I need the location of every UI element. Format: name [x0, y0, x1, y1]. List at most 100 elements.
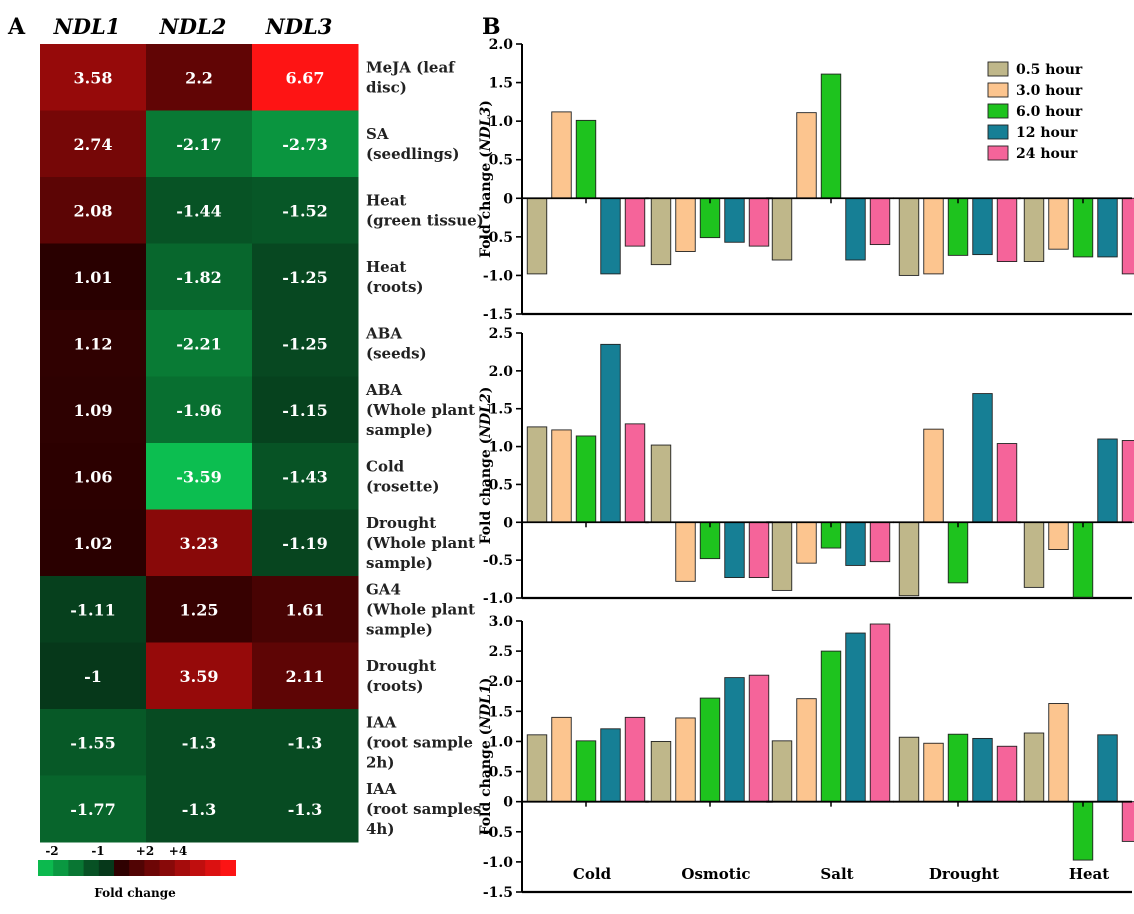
bar [724, 521, 745, 579]
scale-swatch [114, 860, 130, 876]
heatmap-row-label: GA4 (Whole plant sample) [366, 580, 475, 638]
heatmap-cell-value: 3.23 [180, 534, 219, 553]
heatmap-cell-value: -1.3 [182, 733, 216, 752]
bar-chart-ndl2: -1.0 -0.5 0 0.5 1.0 1.5 2.0 2.5 Fold change (NDL… [478, 326, 1134, 607]
scale-tick-label: +2 [136, 844, 154, 858]
heatmap-row-label: Drought (roots) [366, 657, 436, 695]
bar [624, 716, 646, 803]
bar [796, 698, 817, 803]
heatmap-cell-value: 1.09 [74, 401, 113, 420]
heatmap-cell [146, 443, 253, 510]
scale-tick-label: -1 [91, 844, 104, 858]
heatmap-cell [146, 310, 253, 377]
category-label: Cold [573, 865, 612, 883]
y-tick-label: -0.5 [483, 825, 513, 841]
bar [898, 197, 920, 276]
y-tick-label: -1.5 [483, 307, 513, 323]
bar [748, 521, 770, 579]
bar-chart-ndl3: -1.5 -1.0 -0.5 0 0.5 1.0 1.5 2.0 Fold change (ND… [478, 37, 1134, 323]
scale-title: Fold change [94, 886, 176, 900]
scale-swatch [83, 860, 100, 876]
heatmap-cell [252, 576, 359, 643]
scale-tick-label: -2 [45, 844, 58, 858]
scale-swatch [159, 860, 176, 876]
bar [972, 393, 993, 523]
heatmap-row-label: Drought (Whole plant sample) [366, 514, 475, 572]
legend-label: 0.5 hour [1016, 62, 1083, 78]
bar [724, 677, 745, 803]
bar [600, 343, 621, 523]
heatmap-cell [252, 44, 359, 111]
heatmap-cell [252, 376, 359, 444]
y-tick-label: 2.5 [489, 644, 513, 660]
heatmap-cell-value: -2.73 [282, 135, 328, 154]
heatmap-cell-value: 2.08 [74, 201, 113, 220]
bar-chart-ndl1: -1.5 -1.0 -0.5 0 0.5 1.0 1.5 2.0 2.5 3.0 Fold chan… [478, 614, 1134, 901]
heatmap-cell-value: 1.01 [74, 268, 113, 287]
bar [820, 650, 842, 803]
bar [869, 197, 891, 246]
y-tick-label: -1.5 [483, 885, 513, 901]
heatmap-cell [146, 177, 253, 244]
legend-swatch [987, 124, 1009, 140]
heatmap-cell [40, 443, 147, 510]
y-tick-label: 2.5 [489, 326, 513, 342]
heatmap-cell-value: -1.19 [282, 534, 328, 553]
legend: 0.5 hour 3.0 hour 6.0 hour 12 hour 24 hour [987, 61, 1083, 162]
scale-swatch [98, 860, 115, 876]
scale-tick-label: +4 [169, 844, 187, 858]
y-tick-label: 0 [503, 191, 513, 207]
heatmap-cell [40, 44, 147, 111]
category-label: Salt [820, 865, 853, 883]
heatmap-cell [252, 642, 359, 710]
heatmap-cell [146, 376, 253, 444]
heatmap-cell [252, 310, 359, 377]
bar [699, 521, 721, 560]
bar [845, 632, 866, 803]
bar [526, 734, 548, 803]
bar [575, 435, 597, 523]
panel-a-letter: A [7, 14, 26, 40]
bar [1048, 703, 1069, 803]
scale-swatch [144, 860, 160, 876]
bar [1048, 521, 1069, 550]
y-tick-label: 0 [503, 795, 513, 811]
y-tick-label: 1.5 [489, 704, 513, 720]
heatmap-cell [146, 775, 253, 843]
heatmap-row-label: SA (seedlings) [366, 125, 459, 163]
heatmap-cell [146, 642, 253, 710]
heatmap-cell [252, 443, 359, 510]
heatmap-cell [40, 509, 147, 577]
heatmap-cell-value: -1.15 [282, 401, 328, 420]
bar [996, 197, 1018, 262]
bar [898, 521, 920, 597]
heatmap-cell-value: -2.21 [176, 334, 222, 353]
heatmap-row-label: IAA (root sample 2h) [366, 713, 473, 771]
heatmap-cell-value: 6.67 [286, 68, 325, 87]
heatmap-cell-value: -2.17 [176, 135, 222, 154]
bar [1023, 197, 1045, 262]
bar [996, 443, 1018, 523]
y-tick-label: 2.0 [489, 37, 514, 53]
bar [551, 429, 572, 523]
bar [724, 197, 745, 243]
bar [575, 740, 597, 803]
bar [1072, 197, 1094, 258]
bar [1097, 438, 1118, 523]
bar [1048, 197, 1069, 250]
bar [845, 521, 866, 566]
heatmap-cell [252, 775, 359, 843]
heatmap-cell [40, 177, 147, 244]
heatmap-cell-value: -1.52 [282, 201, 328, 220]
y-tick-label: 3.0 [489, 614, 514, 630]
heatmap-cell [40, 775, 147, 843]
bar [898, 736, 920, 803]
heatmap-cell-value: -3.59 [176, 467, 222, 486]
heatmap-row-label: Heat (green tissue) [366, 191, 484, 229]
scale-swatch [38, 860, 54, 876]
bar [796, 112, 817, 199]
heatmap-cell-value: 2.2 [185, 68, 213, 87]
bar [947, 197, 969, 256]
bar [526, 426, 548, 523]
heatmap-cell [40, 110, 147, 178]
